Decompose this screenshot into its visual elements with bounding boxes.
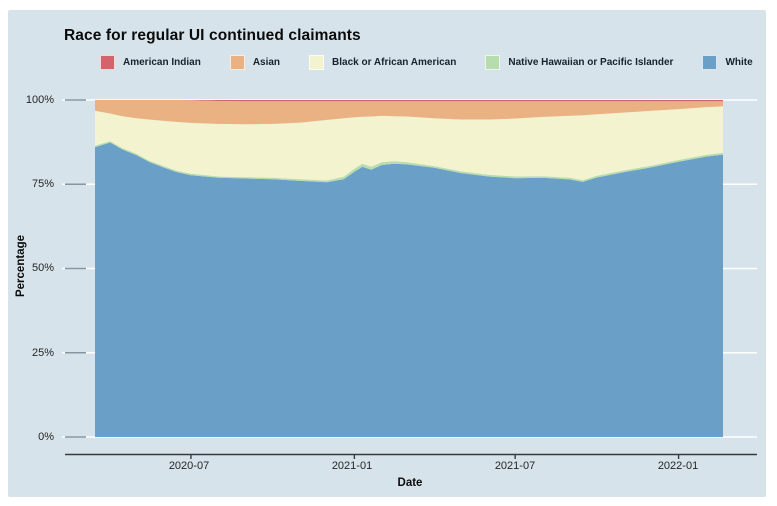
y-axis-title: Percentage: [15, 235, 27, 298]
x-axis-title: Date: [397, 477, 423, 489]
legend-item-white: White: [702, 54, 753, 70]
x-tick-2020-07: 2020-07: [168, 460, 210, 472]
area-band-american-indian: [95, 100, 723, 102]
y-tick-0: 0%: [38, 431, 54, 443]
chart-title: Race for regular UI continued claimants: [64, 27, 361, 44]
black-or-african-american-swatch: [309, 54, 325, 70]
legend-item-asian: Asian: [229, 54, 281, 70]
y-tick-100: 100%: [25, 94, 54, 106]
legend: American Indian Asian Black or African A…: [100, 53, 753, 71]
x-tick-2021-01: 2021-01: [331, 460, 373, 472]
y-tick-75: 75%: [31, 178, 54, 190]
legend-label: Native Hawaiian or Pacific Islander: [508, 56, 674, 68]
area-band-white: [95, 142, 723, 437]
legend-label: White: [725, 56, 753, 68]
asian-swatch: [229, 54, 245, 70]
american-indian-swatch: [100, 54, 115, 70]
legend-label: Black or African American: [332, 56, 457, 68]
legend-label: American Indian: [123, 56, 201, 68]
x-tick-2022-01: 2022-01: [657, 460, 699, 472]
y-tick-25: 25%: [31, 347, 54, 359]
white-swatch: [702, 54, 718, 70]
area-band-asian: [95, 100, 723, 125]
legend-item-american-indian: American Indian: [100, 54, 201, 70]
native-hawaiian-or-pacific-islander-swatch: [485, 54, 501, 70]
stacked-area-chart: [62, 99, 757, 459]
legend-label: Asian: [252, 56, 281, 68]
area-band-black-or-african-american: [95, 106, 723, 181]
legend-item-black-or-african-american: Black or African American: [309, 54, 457, 70]
legend-item-native-hawaiian-or-pacific-islander: Native Hawaiian or Pacific Islander: [485, 54, 674, 70]
y-tick-50: 50%: [31, 262, 54, 274]
chart-card: Race for regular UI continued claimants …: [8, 10, 766, 497]
x-tick-2021-07: 2021-07: [494, 460, 536, 472]
